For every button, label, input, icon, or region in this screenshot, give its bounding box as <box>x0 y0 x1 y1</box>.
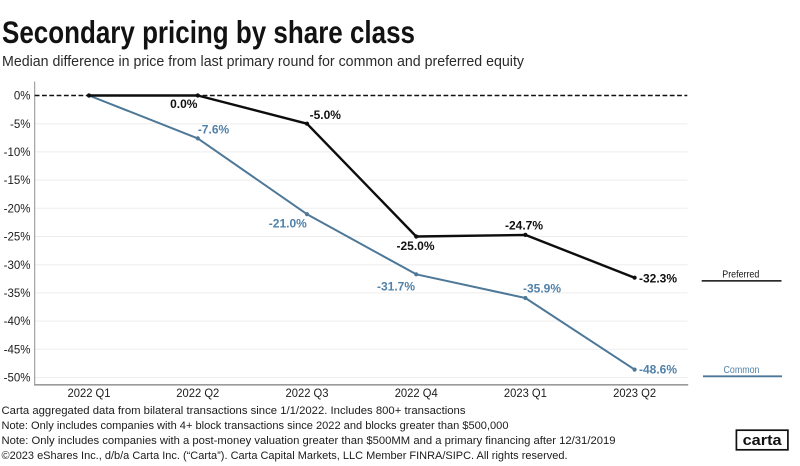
svg-text:2022 Q3: 2022 Q3 <box>286 386 329 400</box>
svg-text:-50%: -50% <box>4 373 31 385</box>
svg-text:0.0%: 0.0% <box>170 97 198 111</box>
svg-text:Median difference in price fro: Median difference in price from last pri… <box>2 54 525 70</box>
svg-text:-21.0%: -21.0% <box>269 216 307 230</box>
svg-text:2022 Q4: 2022 Q4 <box>395 386 438 400</box>
svg-text:-25.0%: -25.0% <box>396 239 434 253</box>
svg-text:2023 Q2: 2023 Q2 <box>613 386 656 400</box>
svg-text:Preferred: Preferred <box>722 270 759 281</box>
svg-text:2022 Q1: 2022 Q1 <box>68 386 111 400</box>
svg-text:Carta aggregated data from bil: Carta aggregated data from bilateral tra… <box>2 405 467 417</box>
svg-text:-48.6%: -48.6% <box>639 363 677 377</box>
svg-text:-10%: -10% <box>4 147 31 159</box>
svg-text:-15%: -15% <box>4 175 31 187</box>
svg-text:©2023 eShares Inc., d/b/a Cart: ©2023 eShares Inc., d/b/a Carta Inc. (“C… <box>2 450 568 462</box>
svg-text:Secondary pricing by share cla: Secondary pricing by share class <box>2 14 415 50</box>
svg-text:-5%: -5% <box>10 119 30 131</box>
svg-text:-45%: -45% <box>4 344 31 356</box>
svg-text:-20%: -20% <box>4 203 31 215</box>
svg-text:2023 Q1: 2023 Q1 <box>504 386 547 400</box>
svg-text:0%: 0% <box>14 91 31 103</box>
svg-text:2022 Q2: 2022 Q2 <box>176 386 219 400</box>
svg-text:-7.6%: -7.6% <box>198 123 230 137</box>
svg-text:Common: Common <box>724 365 760 376</box>
svg-text:Note: Only includes companies: Note: Only includes companies with a pos… <box>2 435 616 447</box>
svg-text:-25%: -25% <box>4 232 31 244</box>
svg-text:Note: Only includes companies: Note: Only includes companies with 4+ bl… <box>2 420 509 432</box>
svg-text:-24.7%: -24.7% <box>505 219 543 233</box>
svg-text:carta: carta <box>743 432 783 449</box>
svg-text:-35%: -35% <box>4 288 31 300</box>
svg-text:-31.7%: -31.7% <box>377 279 415 293</box>
svg-text:-35.9%: -35.9% <box>523 282 561 296</box>
svg-text:-30%: -30% <box>4 260 31 272</box>
svg-text:-40%: -40% <box>4 316 31 328</box>
svg-text:-5.0%: -5.0% <box>310 108 342 122</box>
svg-text:-32.3%: -32.3% <box>639 271 677 285</box>
